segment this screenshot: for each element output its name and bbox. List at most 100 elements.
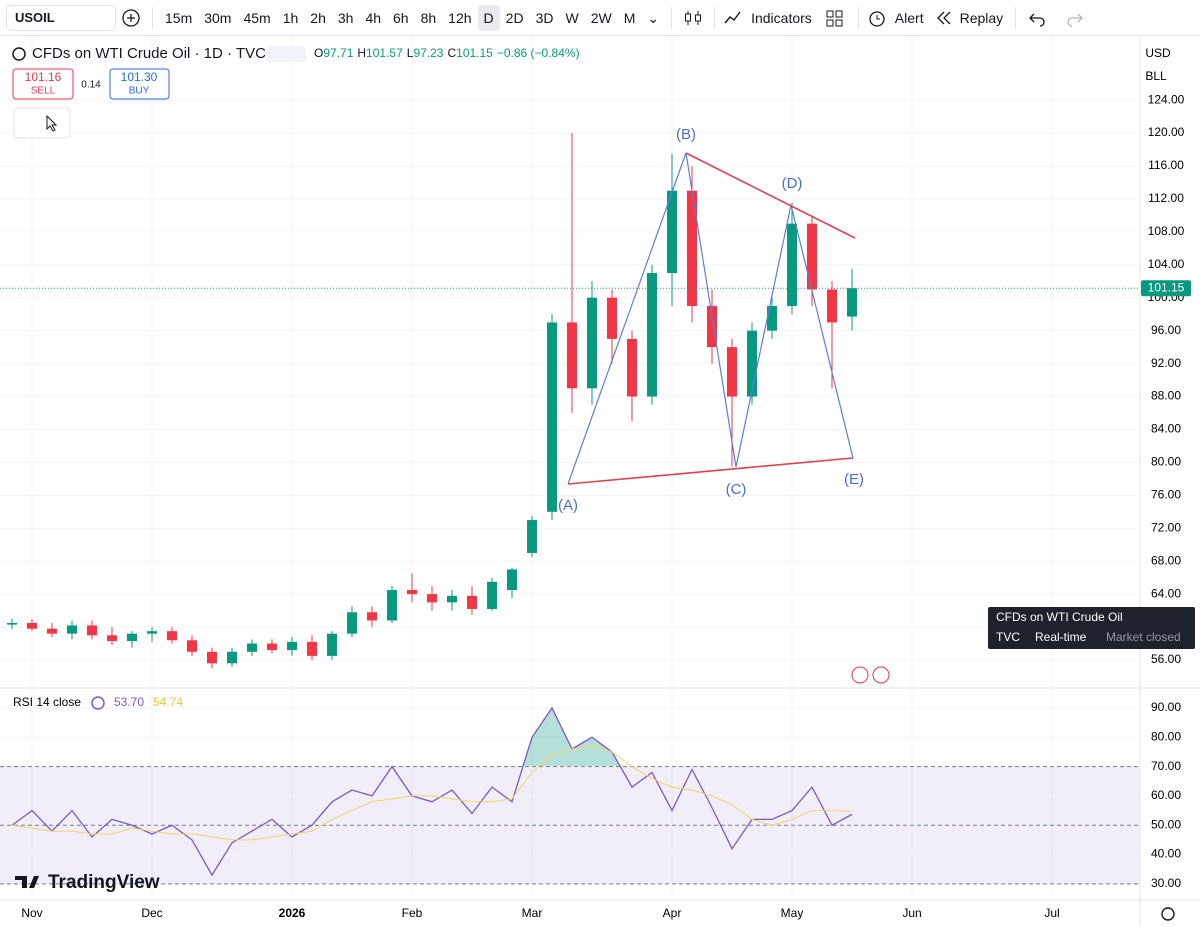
candle-body [847, 288, 857, 317]
legend-toggle[interactable] [266, 46, 306, 62]
rsi-line [11, 706, 853, 877]
x-tick-label: Nov [21, 906, 42, 920]
interval-button[interactable]: W [565, 9, 579, 26]
add-symbol[interactable] [116, 5, 146, 31]
tooltip [988, 607, 1195, 649]
event-icon[interactable] [851, 666, 869, 684]
interval-button[interactable]: M [623, 9, 636, 26]
y-tick-label: 56.00 [1151, 652, 1181, 666]
buy-button[interactable] [109, 68, 170, 100]
candle-body [107, 635, 117, 642]
tooltip-source: TVC [996, 630, 1020, 644]
indicators-button[interactable]: Indicators [751, 9, 812, 26]
sell-button[interactable] [12, 68, 74, 100]
pattern-label: (B) [676, 126, 696, 143]
logo-mark [15, 876, 39, 888]
tooltip-feed: Real-time [1035, 630, 1087, 644]
y-tick-label: 112.00 [1148, 191, 1184, 205]
resistance-line [685, 152, 856, 239]
ohlc-label: O [314, 46, 323, 60]
candle-body [187, 640, 197, 652]
settings[interactable] [1161, 907, 1175, 921]
y-tick-label: 40.00 [1151, 847, 1181, 861]
y-tick-label: 108.00 [1148, 224, 1185, 238]
symbol-logo [12, 47, 26, 61]
pattern-label: (A) [558, 497, 578, 514]
currency[interactable]: USD [1145, 46, 1171, 60]
interval-button[interactable]: 2h [310, 9, 326, 26]
candle-body [307, 641, 317, 656]
buy-price: 101.30 [121, 70, 158, 84]
interval-button[interactable]: 1h [282, 9, 299, 26]
y-tick-label: 70.00 [1151, 759, 1181, 773]
candle-body [247, 643, 257, 652]
y-tick-label: 80.00 [1151, 729, 1181, 743]
undo[interactable] [1022, 5, 1056, 31]
candle-body [667, 190, 677, 274]
interval-button[interactable]: 3h [337, 9, 354, 26]
ohlc-value: 101.57 [366, 46, 403, 60]
x-tick-label: Jul [1044, 906, 1059, 920]
interval-button[interactable]: 6h [393, 9, 409, 26]
sell-price: 101.16 [25, 70, 62, 84]
buy-label: BUY [129, 86, 150, 97]
candle-body [647, 273, 657, 397]
interval-button[interactable]: 45m [243, 9, 271, 26]
alert-icon[interactable] [865, 5, 889, 31]
redo[interactable] [1056, 5, 1090, 31]
x-tick-label: Feb [402, 906, 423, 920]
x-tick-label: Jun [902, 906, 921, 920]
pattern-label: (E) [844, 471, 864, 488]
ohlc-value: 97.23 [413, 46, 443, 60]
candle-body [447, 595, 457, 603]
interval-button[interactable]: 2D [505, 9, 524, 26]
unit[interactable]: BLL [1145, 69, 1167, 83]
symbol-search[interactable]: USOIL [6, 4, 116, 31]
x-tick-label: May [781, 906, 804, 920]
candle-body [607, 297, 617, 339]
interval-button[interactable]: 3D [535, 9, 554, 26]
rsi-settings[interactable] [91, 696, 105, 710]
indicators-icon[interactable] [721, 5, 745, 31]
candle-body [587, 297, 597, 389]
y-tick-label: 88.00 [1151, 389, 1181, 403]
interval-button[interactable]: 15m [165, 9, 193, 26]
rsi-value: 53.70 [114, 695, 144, 709]
event-icon[interactable] [872, 666, 890, 684]
y-tick-label: 116.00 [1148, 158, 1184, 172]
interval-button[interactable]: 4h [365, 9, 382, 26]
y-tick-label: 64.00 [1151, 586, 1181, 600]
candle-body [267, 643, 277, 651]
candle-body [467, 595, 477, 609]
chart-style[interactable] [678, 5, 708, 31]
interval-button[interactable]: 30m [204, 9, 232, 26]
interval-button[interactable]: 8h [420, 9, 437, 26]
candle-body [87, 625, 97, 636]
interval-button[interactable]: D [477, 4, 500, 31]
y-tick-label: 120.00 [1148, 125, 1185, 139]
candle-body [67, 625, 77, 634]
toolbar: USOIL 15m 30m 45m 1h 2h 3h 4h 6h 8h 12h D 2D 3D W 2W M ⌄… [0, 0, 1200, 36]
candle-body [567, 322, 577, 389]
interval-dropdown: ⌄ [647, 9, 660, 26]
cursor-tool[interactable] [46, 114, 58, 132]
alert-button[interactable]: Alert [894, 9, 924, 26]
y-tick-label: 96.00 [1151, 323, 1181, 337]
replay-icon[interactable] [930, 5, 954, 31]
last-price-label: 101.15 [1148, 280, 1185, 294]
replay-button[interactable]: Replay [959, 9, 1004, 26]
x-tick-label: 2026 [279, 906, 306, 920]
interval-button[interactable]: 12h [448, 9, 472, 26]
ohlc-value: 97.71 [323, 46, 353, 60]
candle-body [347, 612, 357, 634]
candle-body [707, 305, 717, 348]
candle-body [47, 628, 57, 634]
interval-button[interactable]: 2W [590, 9, 612, 26]
y-tick-label: 72.00 [1151, 520, 1181, 534]
y-tick-label: 60.00 [1151, 788, 1181, 802]
pattern-label: (C) [726, 481, 747, 498]
candle-body [727, 347, 737, 397]
tooltip-status: Market closed [1106, 630, 1181, 644]
templates[interactable] [818, 5, 852, 31]
